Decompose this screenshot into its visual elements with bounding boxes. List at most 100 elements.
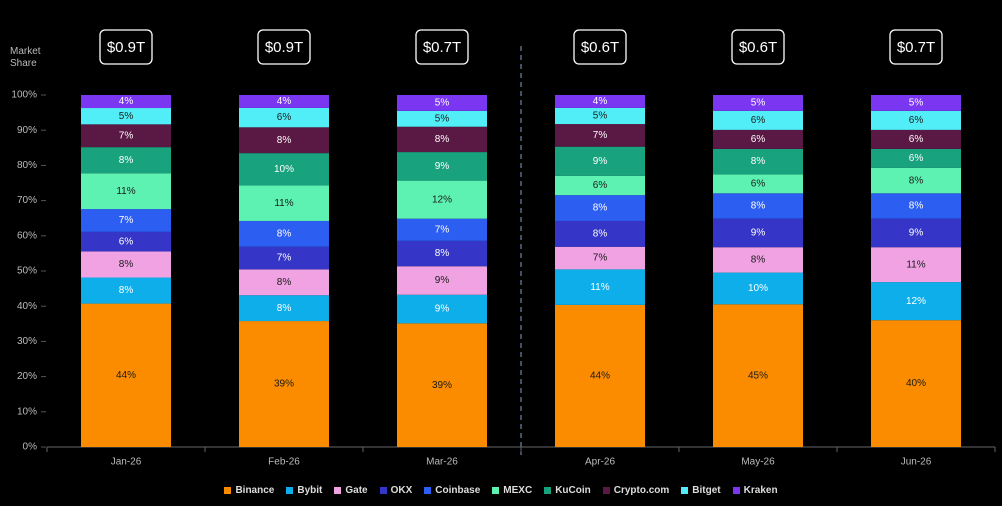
data-label: 9% xyxy=(435,304,450,315)
legend-label: KuCoin xyxy=(555,485,591,496)
bar-segment xyxy=(81,251,171,278)
data-label: 10% xyxy=(748,283,768,294)
x-tick-label: May-26 xyxy=(741,457,775,468)
bar-segment xyxy=(713,148,803,175)
bar-segment xyxy=(397,126,487,153)
legend-label: Binance xyxy=(235,485,275,496)
legend-swatch xyxy=(224,487,232,494)
bar-segment xyxy=(871,282,961,321)
data-label: 6% xyxy=(751,115,766,126)
bar-segment xyxy=(397,110,487,127)
x-tick-label: Feb-26 xyxy=(268,457,300,468)
bar-segment xyxy=(81,95,171,109)
data-label: 12% xyxy=(906,296,926,307)
bar-segment xyxy=(713,129,803,149)
volume-box xyxy=(415,29,469,65)
bar-segment xyxy=(239,321,329,447)
bar-segment xyxy=(555,246,645,270)
bar-segment xyxy=(871,218,961,248)
data-label: 7% xyxy=(593,253,608,264)
legend-item: Binance xyxy=(224,485,274,496)
data-label: 8% xyxy=(277,303,292,314)
bar-segment xyxy=(81,147,171,174)
bar-segment xyxy=(713,193,803,219)
y-tick-label: 80% xyxy=(17,160,37,171)
data-label: 7% xyxy=(119,130,134,141)
legend-item: Gate xyxy=(334,485,368,496)
bar-segment xyxy=(239,127,329,154)
bar-segment xyxy=(555,124,645,147)
legend-label: Bitget xyxy=(692,485,721,496)
data-label: 40% xyxy=(906,378,926,389)
y-tick-label: 20% xyxy=(17,371,37,382)
data-label: 4% xyxy=(119,96,134,107)
legend-swatch xyxy=(732,487,740,494)
legend-item: MEXC xyxy=(492,485,532,496)
data-label: 6% xyxy=(751,134,766,145)
data-label: 9% xyxy=(435,161,450,172)
data-label: 8% xyxy=(909,175,924,186)
legend-item: OKX xyxy=(379,485,413,496)
data-label: 8% xyxy=(277,135,292,146)
data-label: 7% xyxy=(593,130,608,141)
bar-segment xyxy=(871,167,961,194)
data-label: 6% xyxy=(593,180,608,191)
bar-segment xyxy=(713,110,803,130)
bar-segment xyxy=(871,320,961,447)
legend-swatch xyxy=(334,487,342,494)
bar-segment xyxy=(713,272,803,305)
legend-label: Coinbase xyxy=(435,485,481,496)
bar-segment xyxy=(81,277,171,304)
bar-segment xyxy=(239,185,329,221)
x-tick-label: Jan-26 xyxy=(111,457,142,468)
y-tick-label: 50% xyxy=(17,266,37,277)
legend-swatch xyxy=(492,487,500,494)
bar-segment xyxy=(871,129,961,149)
data-label: 12% xyxy=(432,194,452,205)
bar-segment xyxy=(555,107,645,125)
bar-segment xyxy=(555,220,645,247)
y-tick-label: 30% xyxy=(17,336,37,347)
legend-label: OKX xyxy=(390,485,413,496)
bar-segment xyxy=(81,231,171,252)
bar-segment xyxy=(81,124,171,148)
data-label: 8% xyxy=(435,134,450,145)
y-tick-label: 60% xyxy=(17,230,37,241)
volume-box xyxy=(573,29,627,65)
volume-label: $0.6T xyxy=(739,39,777,56)
y-tick-label: 40% xyxy=(17,301,37,312)
legend-item: Bybit xyxy=(286,485,322,496)
bar-segment xyxy=(397,218,487,241)
data-label: 7% xyxy=(277,253,292,264)
volume-label: $0.7T xyxy=(423,39,461,56)
data-label: 5% xyxy=(909,98,924,109)
legend-label: Gate xyxy=(345,485,368,496)
data-label: 8% xyxy=(119,155,134,166)
bar-segment xyxy=(871,95,961,111)
bar-segment xyxy=(713,218,803,248)
data-label: 11% xyxy=(116,186,135,197)
data-label: 8% xyxy=(119,259,134,270)
bar-segment xyxy=(713,304,803,447)
data-label: 8% xyxy=(119,285,134,296)
bar-segment xyxy=(81,173,171,210)
bar-segment xyxy=(239,295,329,322)
data-label: 8% xyxy=(277,229,292,240)
legend-label: MEXC xyxy=(503,485,533,496)
volume-box xyxy=(889,29,943,65)
legend-label: Bybit xyxy=(297,485,323,496)
data-label: 8% xyxy=(277,277,292,288)
data-label: 6% xyxy=(277,112,292,123)
legend-swatch xyxy=(424,487,432,494)
data-label: 5% xyxy=(119,111,134,122)
data-label: 8% xyxy=(909,201,924,212)
y-tick-label: 70% xyxy=(17,195,37,206)
bar-segment xyxy=(397,323,487,447)
bar-segment xyxy=(397,240,487,267)
legend-item: Kraken xyxy=(732,485,778,496)
data-label: 8% xyxy=(751,201,766,212)
data-label: 6% xyxy=(909,115,924,126)
data-label: 11% xyxy=(274,198,293,209)
legend-swatch xyxy=(286,487,294,494)
